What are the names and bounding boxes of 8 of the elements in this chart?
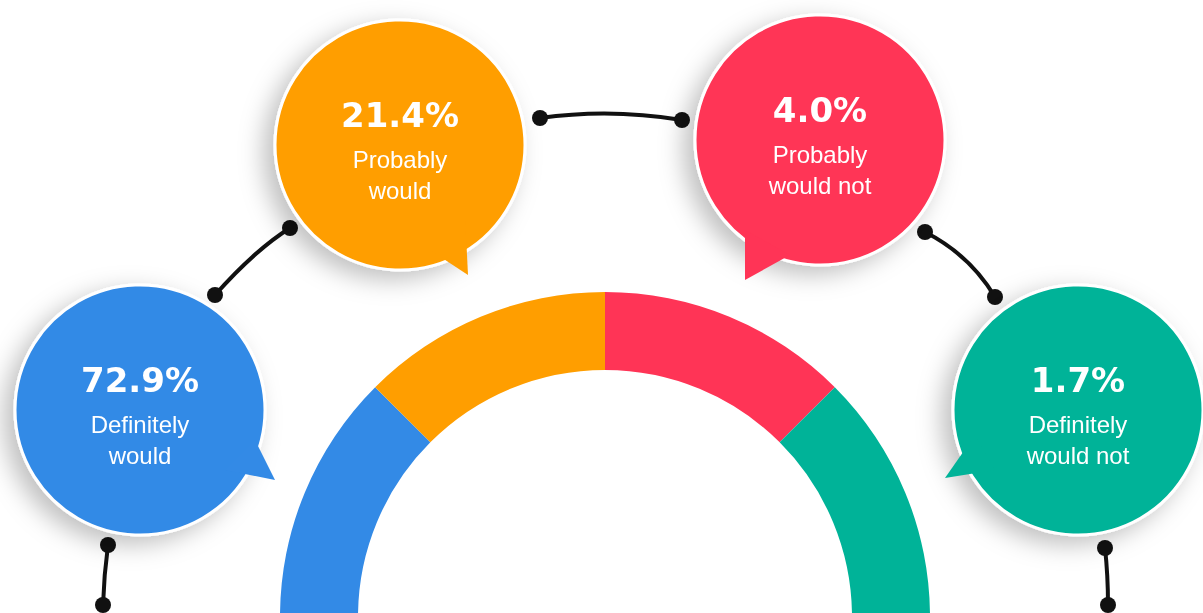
data-label: 1.7% <box>1030 360 1126 400</box>
data-label: 21.4% <box>341 95 459 135</box>
category-label: Probably would not <box>767 141 872 199</box>
data-label: 72.9% <box>81 360 199 400</box>
category-label: Probably would <box>352 146 448 204</box>
category-label: Definitely would not <box>1025 411 1130 469</box>
data-label: 4.0% <box>772 90 868 130</box>
category-label: Definitely would <box>90 411 190 469</box>
